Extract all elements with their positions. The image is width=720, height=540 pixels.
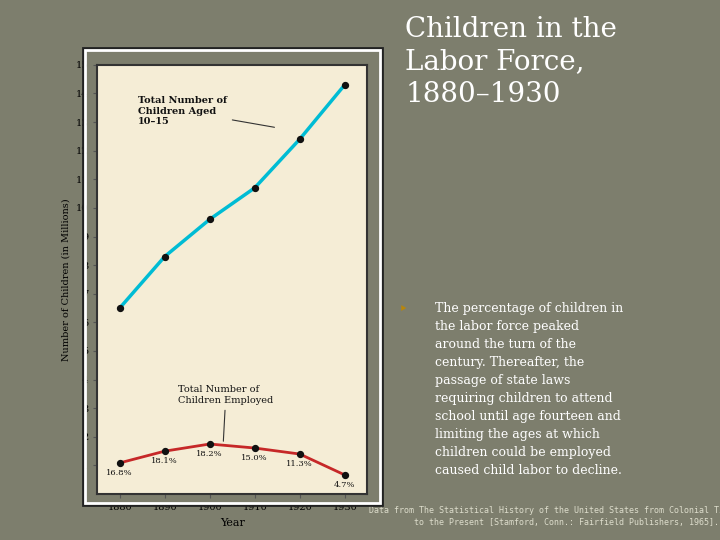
Text: Total Number of
Children Employed: Total Number of Children Employed — [179, 386, 274, 441]
Point — [339, 80, 351, 89]
Text: 4.7%: 4.7% — [334, 481, 356, 489]
Text: Children in the
Labor Force,
1880–1930: Children in the Labor Force, 1880–1930 — [405, 16, 617, 107]
Point — [294, 135, 305, 144]
Text: 15.0%: 15.0% — [241, 454, 268, 462]
Point — [204, 215, 215, 224]
Point — [249, 444, 261, 453]
X-axis label: Year: Year — [220, 518, 245, 528]
Text: Data from The Statistical History of the United States from Colonial Times
     : Data from The Statistical History of the… — [369, 507, 720, 526]
Point — [249, 184, 261, 192]
Y-axis label: Number of Children (in Millions): Number of Children (in Millions) — [61, 198, 70, 361]
Point — [294, 450, 305, 458]
Text: 18.1%: 18.1% — [151, 457, 178, 465]
Text: Total Number of
Children Aged
10–15: Total Number of Children Aged 10–15 — [138, 96, 274, 127]
Point — [339, 470, 351, 479]
Text: 11.3%: 11.3% — [287, 460, 313, 468]
Point — [204, 440, 215, 448]
Text: ‣: ‣ — [399, 302, 408, 318]
Point — [114, 458, 125, 467]
Point — [159, 252, 171, 261]
Text: The percentage of children in
the labor force peaked
around the turn of the
cent: The percentage of children in the labor … — [435, 302, 624, 477]
Text: 16.8%: 16.8% — [107, 469, 133, 477]
Point — [159, 447, 171, 456]
Point — [114, 303, 125, 312]
Text: 18.2%: 18.2% — [197, 450, 223, 458]
